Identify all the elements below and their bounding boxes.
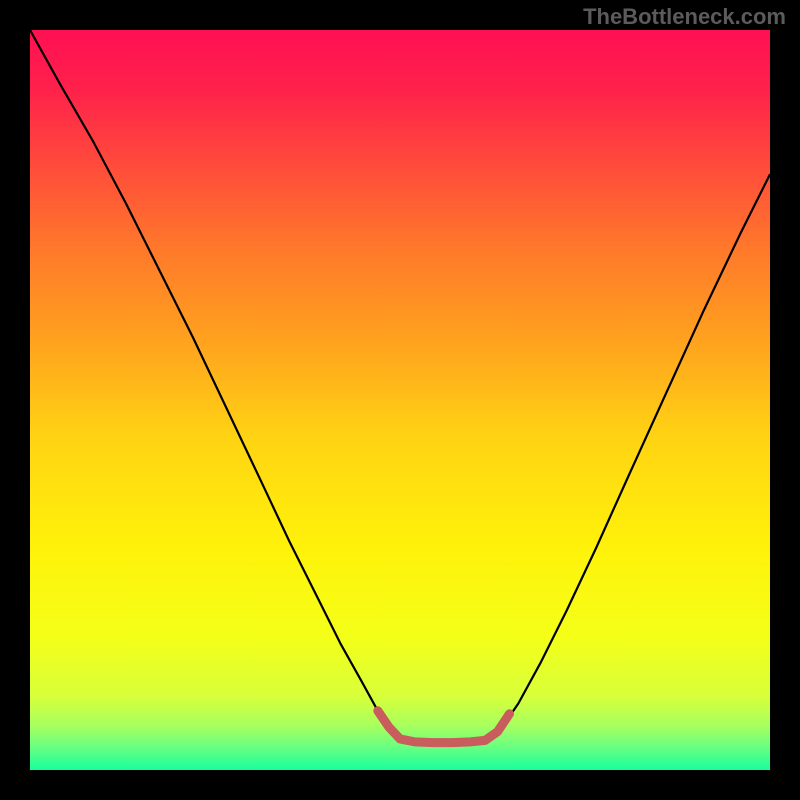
watermark-text: TheBottleneck.com — [583, 4, 786, 30]
chart-plot-area — [30, 30, 770, 770]
gradient-background — [30, 30, 770, 770]
chart-svg — [30, 30, 770, 770]
